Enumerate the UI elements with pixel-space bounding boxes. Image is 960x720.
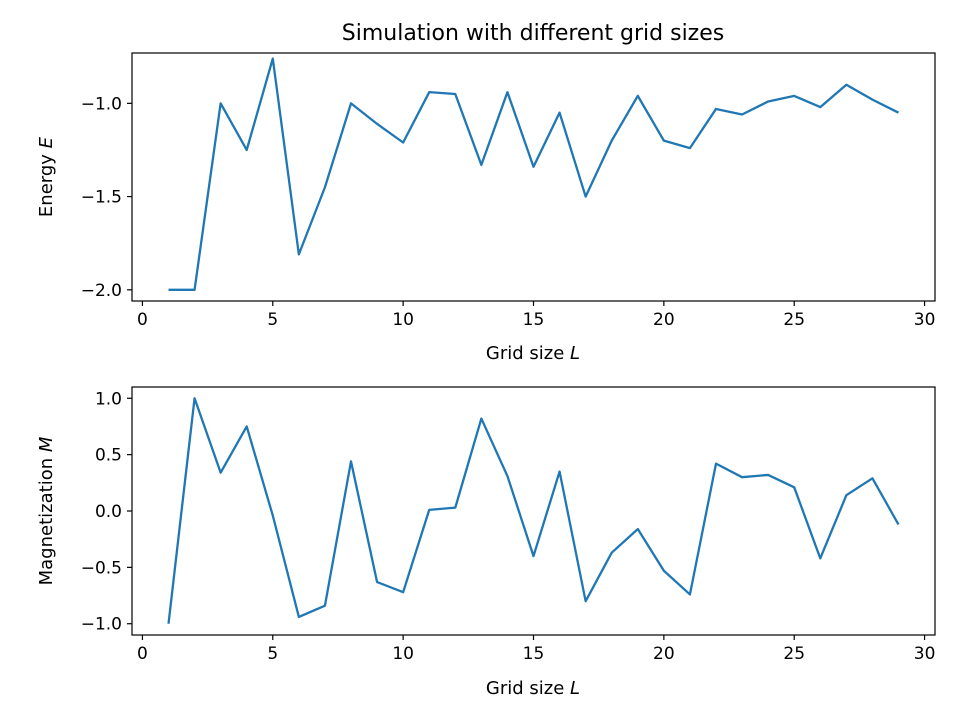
energy-x-tick-label: 20 (653, 310, 675, 330)
chart-title: Simulation with different grid sizes (342, 21, 724, 46)
energy-x-axis-label-var: L (570, 343, 580, 364)
magnetization-x-tick-label: 25 (783, 644, 805, 664)
energy-x-tick-label: 15 (523, 310, 545, 330)
magnetization-y-tick-label: 1.0 (95, 389, 122, 409)
magnetization-panel: 0 5 10 15 20 25 30 −1.0 −0.5 0.0 0.5 1.0 Grid size … (36, 386, 936, 699)
magnetization-y-tick-label: 0.5 (95, 446, 122, 466)
magnetization-x-tick-label: 0 (137, 644, 148, 664)
magnetization-y-tick-label: 0.0 (95, 502, 122, 522)
magnetization-series-line (167, 397, 900, 624)
magnetization-x-axis-label: Grid size L (486, 678, 580, 699)
energy-y-axis-label: Energy E (36, 136, 57, 217)
magnetization-y-axis-label-text: Magnetization (36, 458, 57, 586)
magnetization-ticks: 0 5 10 15 20 25 30 −1.0 −0.5 0.0 0.5 1.0 (81, 389, 936, 664)
energy-y-tick-label: −1.5 (81, 188, 122, 208)
energy-x-axis-label-text: Grid size (486, 343, 564, 364)
magnetization-x-axis-label-var: L (570, 678, 580, 699)
magnetization-axes-frame (131, 386, 936, 636)
magnetization-y-axis-label-var: M (36, 436, 57, 452)
magnetization-x-tick-label: 5 (267, 644, 278, 664)
magnetization-series (167, 397, 900, 624)
energy-y-axis-label-text: Energy (36, 154, 57, 217)
energy-x-axis-label: Grid size L (486, 343, 580, 364)
magnetization-y-axis-label: Magnetization M (36, 436, 57, 585)
energy-series-line (168, 57, 900, 291)
energy-x-tick-label: 10 (392, 310, 414, 330)
magnetization-x-tick-label: 15 (523, 644, 545, 664)
energy-axes-frame (131, 52, 936, 302)
magnetization-x-tick-label: 10 (392, 644, 414, 664)
energy-series (168, 57, 900, 291)
magnetization-y-tick-label: −0.5 (81, 558, 122, 578)
energy-panel: 0 5 10 15 20 25 30 −2.0 −1.5 −1.0 Grid size L Ene… (36, 52, 936, 364)
energy-y-tick-label: −2.0 (81, 281, 122, 301)
energy-y-axis-label-var: E (36, 136, 57, 148)
energy-x-tick-label: 30 (914, 310, 936, 330)
energy-y-tick-label: −1.0 (81, 94, 122, 114)
energy-x-tick-label: 0 (137, 310, 148, 330)
magnetization-y-tick-label: −1.0 (81, 615, 122, 635)
magnetization-x-tick-label: 30 (914, 644, 936, 664)
magnetization-x-tick-label: 20 (653, 644, 675, 664)
energy-x-tick-label: 5 (267, 310, 278, 330)
energy-x-tick-label: 25 (783, 310, 805, 330)
energy-ticks: 0 5 10 15 20 25 30 −2.0 −1.5 −1.0 (81, 94, 936, 330)
magnetization-x-axis-label-text: Grid size (486, 678, 564, 699)
